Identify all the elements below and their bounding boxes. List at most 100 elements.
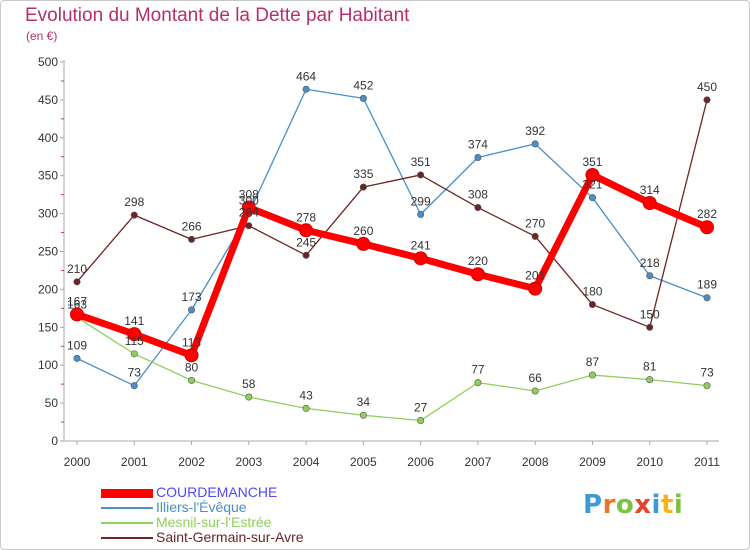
y-tick-label: 300 [38, 207, 58, 221]
data-point [356, 236, 371, 251]
legend-label: Saint-Germain-sur-Avre [156, 529, 304, 545]
data-label: 113 [182, 335, 201, 349]
x-tick-label: 2011 [694, 455, 720, 469]
x-tick-label: 2007 [465, 455, 492, 469]
data-label: 43 [299, 388, 313, 402]
data-label: 210 [67, 262, 87, 276]
data-point [703, 96, 711, 104]
y-tick-label: 0 [51, 434, 58, 448]
x-tick-label: 2000 [64, 455, 91, 469]
data-label: 66 [529, 371, 543, 385]
data-label: 308 [239, 188, 259, 202]
data-point [130, 350, 138, 358]
legend-label: COURDEMANCHE [156, 484, 278, 500]
data-point [359, 94, 367, 102]
data-point [127, 327, 142, 342]
data-label: 73 [700, 366, 714, 380]
data-label: 284 [239, 206, 259, 220]
y-tick-label: 150 [38, 320, 58, 334]
data-label: 87 [586, 355, 600, 369]
y-tick-label: 200 [38, 282, 58, 296]
x-tick-label: 2005 [350, 455, 377, 469]
data-point [73, 354, 81, 362]
legend-label: Mesnil-sur-l'Estrée [156, 514, 272, 530]
data-point [646, 376, 654, 384]
data-label: 189 [697, 278, 717, 292]
y-tick-label: 250 [38, 245, 58, 259]
y-tick-label: 100 [38, 358, 58, 372]
data-label: 266 [182, 219, 202, 233]
data-point [245, 222, 253, 230]
data-label: 80 [185, 360, 199, 374]
data-point [241, 200, 256, 215]
logo-letter: P [583, 490, 603, 520]
legend-item: COURDEMANCHE [101, 484, 401, 501]
x-tick-label: 2002 [178, 455, 205, 469]
y-tick-label: 500 [38, 55, 58, 69]
data-point [588, 371, 596, 379]
data-point [474, 379, 482, 387]
data-label: 77 [471, 363, 485, 377]
data-label: 201 [525, 269, 545, 283]
y-tick-label: 350 [38, 169, 58, 183]
data-label: 278 [296, 210, 316, 224]
data-point [70, 307, 84, 322]
logo-letter: i [673, 490, 684, 520]
data-label: 81 [643, 360, 657, 374]
data-point [184, 348, 199, 363]
data-point [245, 393, 253, 401]
data-label: 220 [468, 254, 488, 268]
data-label: 270 [525, 216, 545, 230]
data-label: 314 [640, 183, 660, 197]
data-point [528, 281, 543, 296]
data-label: 245 [296, 235, 316, 249]
data-point [302, 251, 310, 259]
data-point [642, 195, 657, 210]
proxiti-logo: Proxiti [583, 490, 683, 520]
data-point [130, 211, 138, 219]
data-label: 73 [128, 366, 142, 380]
data-label: 115 [125, 334, 144, 348]
series-line [76, 88, 708, 387]
logo-letter: r [602, 490, 616, 520]
data-point [470, 267, 485, 282]
data-point [188, 376, 196, 384]
data-point [359, 411, 367, 419]
y-tick-label: 50 [45, 396, 59, 410]
logo-letter: x [634, 490, 652, 520]
logo-letter: i [651, 490, 661, 520]
data-point [531, 140, 539, 148]
x-tick-label: 2008 [522, 455, 549, 469]
data-point [73, 278, 81, 286]
series-line [76, 316, 708, 422]
x-tick-label: 2001 [121, 455, 148, 469]
chart-legend: COURDEMANCHE Illiers-l'Évêque Mesnil-sur-l… [101, 484, 401, 546]
legend-item: Saint-Germain-sur-Avre [101, 529, 401, 546]
x-tick-label: 2006 [407, 455, 434, 469]
x-tick-label: 2009 [579, 455, 606, 469]
data-point [359, 183, 367, 191]
data-label: 300 [239, 194, 259, 208]
data-point [130, 382, 138, 390]
legend-swatch [101, 507, 153, 509]
data-point [188, 306, 196, 314]
data-point [417, 417, 425, 425]
data-label: 218 [640, 256, 660, 270]
data-label: 450 [697, 80, 717, 94]
data-label: 321 [582, 178, 602, 192]
data-label: 173 [182, 290, 202, 304]
data-point [700, 220, 714, 235]
data-label: 374 [468, 138, 488, 152]
data-point [531, 232, 539, 240]
data-point [646, 323, 654, 331]
data-label: 180 [582, 285, 602, 299]
data-point [588, 194, 596, 202]
data-point [588, 301, 596, 309]
data-label: 58 [242, 377, 256, 391]
data-point [474, 204, 482, 212]
data-point [302, 85, 310, 93]
data-label: 335 [353, 167, 373, 181]
x-tick-label: 2004 [293, 455, 320, 469]
